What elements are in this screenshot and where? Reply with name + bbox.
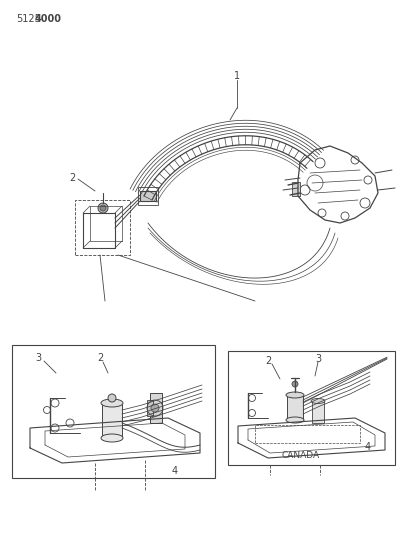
Text: 5125: 5125 <box>16 14 41 24</box>
Bar <box>147 400 153 416</box>
Bar <box>12 345 215 478</box>
Circle shape <box>98 203 108 213</box>
Circle shape <box>108 394 116 402</box>
Bar <box>138 187 158 205</box>
Text: 1: 1 <box>234 71 240 81</box>
Text: 2: 2 <box>97 353 103 363</box>
Ellipse shape <box>101 399 123 407</box>
Text: 2: 2 <box>265 356 271 366</box>
Bar <box>102 403 122 438</box>
Circle shape <box>292 381 298 387</box>
Bar <box>228 351 395 465</box>
Text: 2: 2 <box>69 173 75 183</box>
Bar <box>292 182 300 196</box>
Bar <box>287 395 303 420</box>
Bar <box>140 191 156 201</box>
Ellipse shape <box>101 434 123 442</box>
Ellipse shape <box>286 392 304 398</box>
Circle shape <box>151 404 159 412</box>
Text: CANADA: CANADA <box>282 450 320 459</box>
Text: 4000: 4000 <box>35 14 62 24</box>
Bar <box>75 200 130 255</box>
Bar <box>255 425 360 443</box>
Text: 4: 4 <box>365 442 371 452</box>
Circle shape <box>100 205 106 211</box>
Text: 3: 3 <box>35 353 41 363</box>
Ellipse shape <box>311 399 325 403</box>
Ellipse shape <box>286 417 304 423</box>
Text: 4: 4 <box>172 466 178 476</box>
Bar <box>312 401 324 423</box>
Bar <box>150 393 162 423</box>
Text: 3: 3 <box>315 354 321 364</box>
